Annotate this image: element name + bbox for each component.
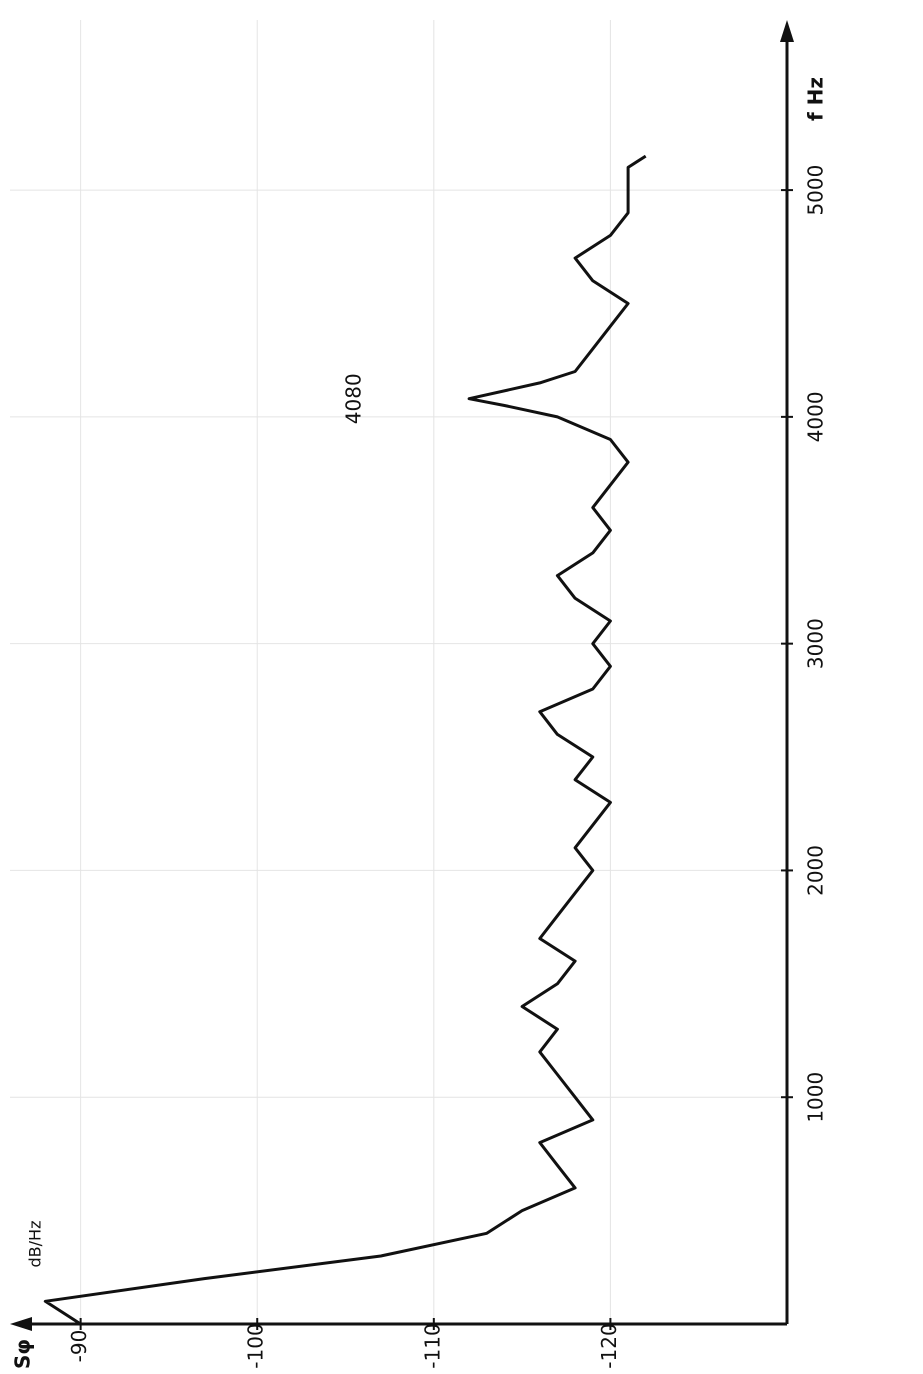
x-tick-label: 3000 — [804, 618, 828, 669]
annotation: 4080 — [342, 373, 366, 424]
y-tick-label: -100 — [244, 1323, 268, 1368]
y-tick-label: -110 — [420, 1323, 444, 1368]
x-tick-label: 5000 — [804, 165, 828, 216]
x-axis-label: f Hz — [804, 77, 828, 121]
x-tick-label: 4000 — [804, 391, 828, 442]
y-tick-label: -120 — [597, 1323, 621, 1368]
spectrum-line — [43, 154, 647, 1326]
y-axis-unit: dB/Hz — [26, 1221, 45, 1268]
x-axis-arrow — [780, 20, 794, 42]
x-tick-label: 2000 — [804, 845, 828, 896]
y-tick-label: -90 — [67, 1330, 91, 1363]
y-axis-arrow — [10, 1317, 32, 1331]
x-tick-label: 1000 — [804, 1072, 828, 1123]
y-axis-label: Sφ — [11, 1339, 35, 1369]
rotated-plot: 1000 2000 3000 4000 5000 -90 -100 -110 -120 Sφ dB/… — [10, 20, 828, 1369]
